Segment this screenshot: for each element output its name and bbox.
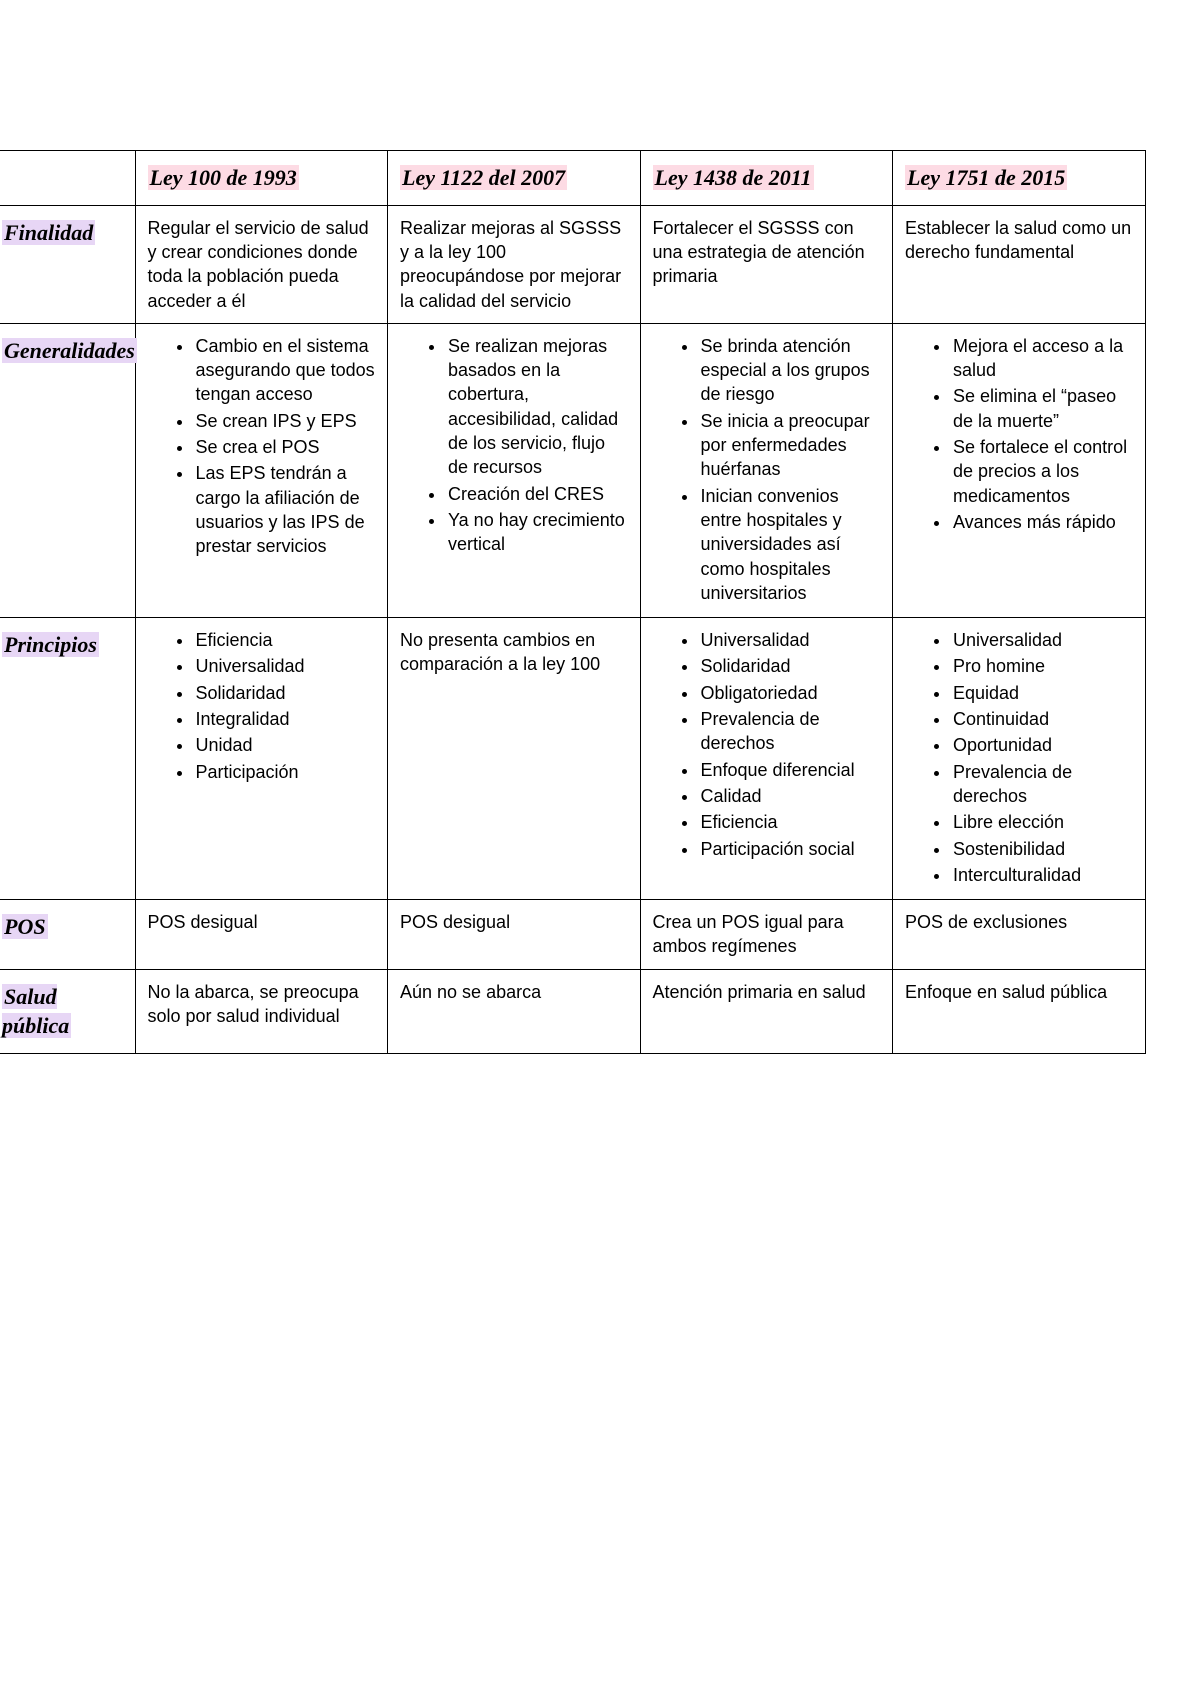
list-item: Solidaridad [699, 654, 881, 678]
col-header-label: Ley 1122 del 2007 [400, 165, 567, 190]
row-header-finalidad: Finalidad [0, 205, 135, 323]
list-item: Prevalencia de derechos [699, 707, 881, 756]
list-item: Integralidad [194, 707, 376, 731]
list-item: Continuidad [951, 707, 1133, 731]
col-header-label: Ley 100 de 1993 [148, 165, 299, 190]
document-page: Ley 100 de 1993 Ley 1122 del 2007 Ley 14… [0, 0, 1200, 1054]
list-item: Unidad [194, 733, 376, 757]
cell-text: Realizar mejoras al SGSSS y a la ley 100… [388, 205, 641, 323]
col-header: Ley 1122 del 2007 [388, 151, 641, 206]
list-item: Se brinda atención especial a los grupos… [699, 334, 881, 407]
table-row: Principios Eficiencia Universalidad Soli… [0, 618, 1145, 900]
bullet-list: Universalidad Solidaridad Obligatoriedad… [653, 628, 881, 861]
comparison-table: Ley 100 de 1993 Ley 1122 del 2007 Ley 14… [0, 150, 1146, 1054]
row-header-label: Finalidad [2, 220, 95, 245]
cell-list: Mejora el acceso a la salud Se elimina e… [893, 323, 1146, 617]
list-item: Enfoque diferencial [699, 758, 881, 782]
list-item: Participación [194, 760, 376, 784]
list-item: Sostenibilidad [951, 837, 1133, 861]
bullet-list: Mejora el acceso a la salud Se elimina e… [905, 334, 1133, 534]
cell-list: Se brinda atención especial a los grupos… [640, 323, 893, 617]
cell-text: No presenta cambios en comparación a la … [388, 618, 641, 900]
list-item: Se fortalece el control de precios a los… [951, 435, 1133, 508]
bullet-list: Se realizan mejoras basados en la cobert… [400, 334, 628, 557]
list-item: Eficiencia [699, 810, 881, 834]
list-item: Prevalencia de derechos [951, 760, 1133, 809]
row-header-label: Generalidades [2, 338, 137, 363]
corner-cell [0, 151, 135, 206]
list-item: Cambio en el sistema asegurando que todo… [194, 334, 376, 407]
list-item: Universalidad [951, 628, 1133, 652]
table-row: POS POS desigual POS desigual Crea un PO… [0, 900, 1145, 970]
list-item: Se crean IPS y EPS [194, 409, 376, 433]
list-item: Ya no hay crecimiento vertical [446, 508, 628, 557]
col-header: Ley 1751 de 2015 [893, 151, 1146, 206]
cell-list: Universalidad Solidaridad Obligatoriedad… [640, 618, 893, 900]
cell-text: Fortalecer el SGSSS con una estrategia d… [640, 205, 893, 323]
list-item: Libre elección [951, 810, 1133, 834]
list-item: Universalidad [194, 654, 376, 678]
row-header-salud-publica: Salud pública [0, 969, 135, 1053]
bullet-list: Cambio en el sistema asegurando que todo… [148, 334, 376, 559]
list-item: Mejora el acceso a la salud [951, 334, 1133, 383]
list-item: Se realizan mejoras basados en la cobert… [446, 334, 628, 480]
cell-list: Se realizan mejoras basados en la cobert… [388, 323, 641, 617]
cell-text: Atención primaria en salud [640, 969, 893, 1053]
cell-text: POS desigual [388, 900, 641, 970]
list-item: Equidad [951, 681, 1133, 705]
row-header-label: Principios [2, 632, 99, 657]
list-item: Oportunidad [951, 733, 1133, 757]
list-item: Se elimina el “paseo de la muerte” [951, 384, 1133, 433]
list-item: Eficiencia [194, 628, 376, 652]
cell-text: Regular el servicio de salud y crear con… [135, 205, 388, 323]
row-header-label: Salud pública [2, 984, 71, 1039]
cell-text: Establecer la salud como un derecho fund… [893, 205, 1146, 323]
table-row: Finalidad Regular el servicio de salud y… [0, 205, 1145, 323]
table-header-row: Ley 100 de 1993 Ley 1122 del 2007 Ley 14… [0, 151, 1145, 206]
table-row: Generalidades Cambio en el sistema asegu… [0, 323, 1145, 617]
cell-text: Enfoque en salud pública [893, 969, 1146, 1053]
list-item: Pro homine [951, 654, 1133, 678]
list-item: Participación social [699, 837, 881, 861]
list-item: Obligatoriedad [699, 681, 881, 705]
cell-list: Cambio en el sistema asegurando que todo… [135, 323, 388, 617]
list-item: Las EPS tendrán a cargo la afiliación de… [194, 461, 376, 558]
list-item: Inician convenios entre hospitales y uni… [699, 484, 881, 605]
list-item: Universalidad [699, 628, 881, 652]
list-item: Solidaridad [194, 681, 376, 705]
cell-text: No la abarca, se preocupa solo por salud… [135, 969, 388, 1053]
col-header: Ley 1438 de 2011 [640, 151, 893, 206]
list-item: Se inicia a preocupar por enfermedades h… [699, 409, 881, 482]
list-item: Calidad [699, 784, 881, 808]
list-item: Interculturalidad [951, 863, 1133, 887]
cell-list: Universalidad Pro homine Equidad Continu… [893, 618, 1146, 900]
cell-list: Eficiencia Universalidad Solidaridad Int… [135, 618, 388, 900]
bullet-list: Universalidad Pro homine Equidad Continu… [905, 628, 1133, 887]
bullet-list: Eficiencia Universalidad Solidaridad Int… [148, 628, 376, 784]
row-header-pos: POS [0, 900, 135, 970]
list-item: Se crea el POS [194, 435, 376, 459]
col-header: Ley 100 de 1993 [135, 151, 388, 206]
cell-text: POS de exclusiones [893, 900, 1146, 970]
cell-text: Aún no se abarca [388, 969, 641, 1053]
row-header-label: POS [2, 914, 48, 939]
cell-text: POS desigual [135, 900, 388, 970]
list-item: Avances más rápido [951, 510, 1133, 534]
row-header-generalidades: Generalidades [0, 323, 135, 617]
bullet-list: Se brinda atención especial a los grupos… [653, 334, 881, 605]
cell-text: Crea un POS igual para ambos regímenes [640, 900, 893, 970]
col-header-label: Ley 1438 de 2011 [653, 165, 814, 190]
list-item: Creación del CRES [446, 482, 628, 506]
col-header-label: Ley 1751 de 2015 [905, 165, 1067, 190]
table-row: Salud pública No la abarca, se preocupa … [0, 969, 1145, 1053]
row-header-principios: Principios [0, 618, 135, 900]
